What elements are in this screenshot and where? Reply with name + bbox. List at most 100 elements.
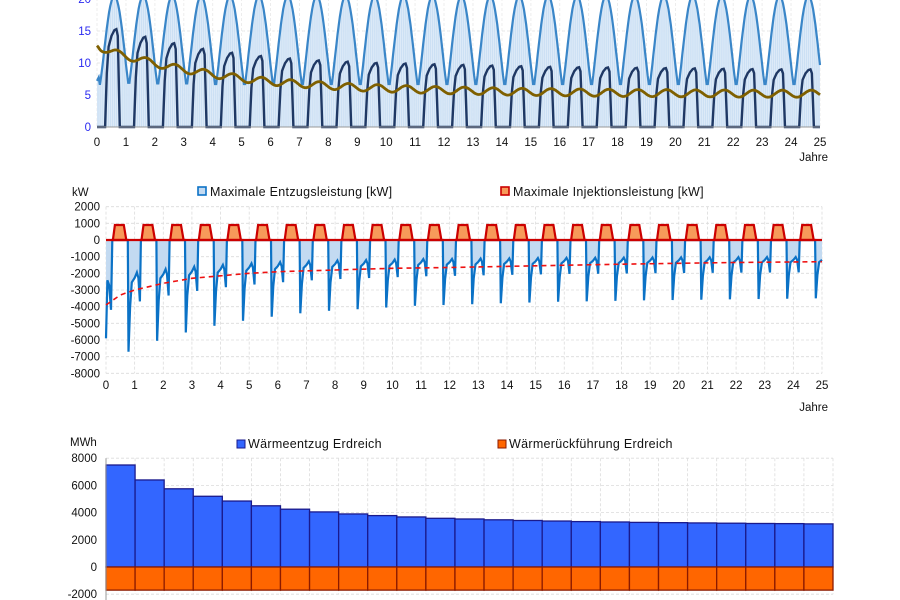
bar-waermeentzug	[367, 514, 398, 568]
bar-waermerueckfuehrung	[163, 566, 194, 591]
trend-dashed-line	[105, 260, 823, 306]
y-tick-label: -8000	[71, 368, 100, 380]
y-tick-label: -2000	[68, 589, 97, 600]
x-tick-label: 9	[361, 380, 367, 392]
x-tick-label: 15	[529, 380, 542, 392]
bar-waermeentzug	[803, 523, 834, 568]
y-tick-label: 2000	[74, 202, 100, 214]
bar-waermerueckfuehrung	[803, 566, 834, 591]
bar-waermeentzug	[716, 522, 747, 568]
x-tick-label: 7	[296, 137, 302, 149]
injektion-trapezoid	[111, 223, 128, 242]
legend-label-waermeentzug: Wärmeentzug Erdreich	[248, 437, 382, 451]
x-tick-label: 1	[123, 137, 129, 149]
x-tick-label: 1	[131, 380, 137, 392]
x-tick-label: 5	[246, 380, 252, 392]
y-tick-label: 0	[91, 562, 97, 574]
x-tick-label: 5	[238, 137, 244, 149]
bar-waermeentzug	[250, 505, 282, 568]
bar-waermerueckfuehrung	[396, 566, 427, 591]
bar-waermerueckfuehrung	[628, 566, 660, 591]
bar-waermerueckfuehrung	[105, 566, 136, 591]
x-tick-label: 19	[644, 380, 657, 392]
x-tick-label: 23	[756, 137, 769, 149]
x-tick-label: 18	[611, 137, 624, 149]
x-tick-label: 25	[814, 137, 827, 149]
bar-waermerueckfuehrung	[337, 566, 369, 591]
bar-waermerueckfuehrung	[774, 566, 805, 591]
x-tick-label: 2	[160, 380, 166, 392]
x-tick-label: 6	[275, 380, 281, 392]
y-axis-label: MWh	[70, 437, 97, 449]
y-tick-label: -1000	[71, 252, 100, 264]
bar-waermeentzug	[425, 517, 456, 568]
injektion-trapezoid	[741, 223, 758, 242]
bar-waermerueckfuehrung	[657, 566, 689, 591]
injektion-trapezoid	[598, 223, 615, 242]
bar-waermerueckfuehrung	[570, 566, 602, 591]
series-line-olive	[95, 44, 821, 99]
y-tick-label: 6000	[71, 480, 97, 492]
x-tick-label: 18	[615, 380, 628, 392]
bar-waermerueckfuehrung	[192, 566, 223, 591]
series-line-light-blue	[96, 0, 822, 86]
bar-waermeentzug	[221, 500, 253, 568]
bar-waermerueckfuehrung	[745, 566, 776, 591]
injektion-trapezoid	[426, 223, 443, 242]
y-tick-label: 2000	[71, 535, 97, 547]
x-tick-label: 22	[727, 137, 740, 149]
x-tick-label: 21	[698, 137, 711, 149]
bar-waermeentzug	[192, 495, 223, 568]
bar-waermeentzug	[686, 522, 718, 568]
bar-waermerueckfuehrung	[454, 566, 485, 591]
injektion-trapezoid	[684, 223, 701, 242]
x-tick-label: 13	[472, 380, 485, 392]
legend-swatch-entzug	[197, 186, 207, 196]
y-tick-label: 15	[78, 26, 91, 38]
x-tick-label: 19	[640, 137, 653, 149]
x-tick-label: 23	[758, 380, 771, 392]
injektion-trapezoid	[541, 223, 558, 242]
injektion-trapezoid	[254, 223, 271, 242]
injektion-trapezoid	[340, 223, 357, 242]
y-tick-label: -7000	[71, 352, 100, 364]
bar-waermerueckfuehrung	[134, 566, 165, 591]
x-tick-label: 7	[303, 380, 309, 392]
x-tick-label: 16	[553, 137, 566, 149]
bar-waermeentzug	[163, 488, 194, 568]
x-tick-label: 12	[438, 137, 451, 149]
series-line-navy	[97, 27, 820, 129]
bar-waermerueckfuehrung	[686, 566, 718, 591]
legend-swatch-waermeentzug	[236, 439, 246, 449]
bar-waermeentzug	[483, 519, 514, 568]
bar-waermerueckfuehrung	[221, 566, 253, 591]
injektion-trapezoid	[312, 223, 329, 242]
bar-waermeentzug	[396, 516, 427, 568]
x-axis-label: Jahre	[799, 402, 828, 414]
legend-label-waermerueckfuehrung: Wärmerückführung Erdreich	[509, 437, 673, 451]
x-tick-label: 11	[409, 137, 421, 149]
x-tick-label: 3	[181, 137, 187, 149]
bar-waermeentzug	[541, 520, 572, 568]
energy-bar-chart: MWh Wärmeentzug Erdreich Wärmerückführun…	[68, 437, 834, 600]
bar-waermeentzug	[512, 519, 543, 568]
injektion-trapezoid	[798, 223, 816, 242]
x-tick-label: 14	[495, 137, 508, 149]
bar-waermerueckfuehrung	[425, 566, 456, 591]
y-tick-label: 0	[94, 235, 100, 247]
y-tick-label: 1000	[74, 218, 100, 230]
y-tick-label: -6000	[71, 335, 100, 347]
injektion-trapezoid	[655, 223, 672, 242]
y-tick-label: 20	[78, 0, 91, 6]
x-tick-label: 6	[267, 137, 273, 149]
bar-waermerueckfuehrung	[250, 566, 282, 591]
legend-swatch-waermerueckfuehrung	[497, 439, 507, 449]
x-tick-label: 10	[380, 137, 393, 149]
injektion-trapezoid	[770, 223, 787, 242]
bar-waermeentzug	[570, 520, 602, 568]
bar-waermerueckfuehrung	[716, 566, 747, 591]
bar-waermeentzug	[599, 521, 631, 568]
injektion-trapezoid	[398, 223, 414, 242]
x-tick-label: 8	[325, 137, 331, 149]
